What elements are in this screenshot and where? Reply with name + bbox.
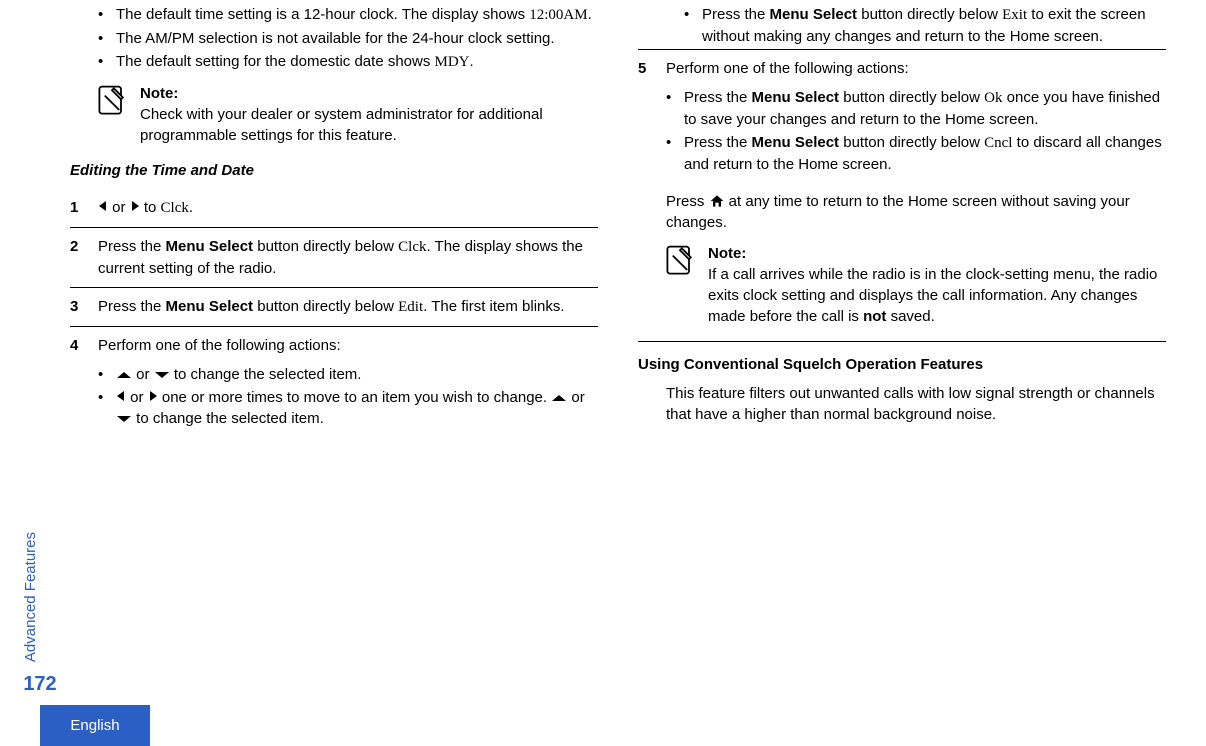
up-arrow-icon xyxy=(116,364,132,385)
down-arrow-icon xyxy=(154,364,170,385)
note-title: Note: xyxy=(708,243,1166,264)
sidebar: Advanced Features 172 xyxy=(20,0,60,746)
list-item: Press the Menu Select button directly be… xyxy=(684,4,1166,47)
note-body: If a call arrives while the radio is in … xyxy=(708,264,1166,327)
note-box: Note: Check with your dealer or system a… xyxy=(94,83,598,146)
subheading-editing: Editing the Time and Date xyxy=(70,160,598,181)
step-5: 5 Perform one of the following actions: … xyxy=(638,52,1166,183)
note-box-2: Note: If a call arrives while the radio … xyxy=(662,243,1166,327)
divider xyxy=(70,227,598,228)
right-arrow-icon xyxy=(148,387,158,408)
divider xyxy=(70,287,598,288)
left-arrow-icon xyxy=(98,197,108,218)
intro-bullet-list: The default time setting is a 12-hour cl… xyxy=(70,4,598,73)
list-item: The default setting for the domestic dat… xyxy=(116,51,598,73)
list-item: Press the Menu Select button directly be… xyxy=(666,87,1166,130)
list-item: or to change the selected item. xyxy=(98,364,598,385)
left-column: The default time setting is a 12-hour cl… xyxy=(70,4,598,746)
squelch-para: This feature filters out unwanted calls … xyxy=(638,383,1166,425)
divider xyxy=(638,49,1166,50)
right-column: Press the Menu Select button directly be… xyxy=(638,4,1166,746)
note-icon xyxy=(94,83,130,146)
note-body: Check with your dealer or system adminis… xyxy=(140,104,598,146)
divider xyxy=(638,341,1166,342)
list-item: Press the Menu Select button directly be… xyxy=(666,132,1166,175)
heading-squelch: Using Conventional Squelch Operation Fea… xyxy=(638,354,1166,375)
left-arrow-icon xyxy=(116,387,126,408)
step-4: 4 Perform one of the following actions: … xyxy=(70,329,598,437)
right-arrow-icon xyxy=(130,197,140,218)
note-title: Note: xyxy=(140,83,598,104)
page-number: 172 xyxy=(20,662,60,706)
step-2: 2 Press the Menu Select button directly … xyxy=(70,230,598,285)
home-icon xyxy=(709,193,725,210)
list-item: The AM/PM selection is not available for… xyxy=(116,28,598,49)
section-label: Advanced Features xyxy=(20,526,60,662)
step-3: 3 Press the Menu Select button directly … xyxy=(70,290,598,324)
divider xyxy=(70,326,598,327)
language-badge: English xyxy=(40,705,150,746)
step-1: 1 or to Clck. xyxy=(70,191,598,225)
list-item: or one or more times to move to an item … xyxy=(98,387,598,429)
list-item: The default time setting is a 12-hour cl… xyxy=(116,4,598,26)
note-icon xyxy=(662,243,698,327)
top-bullet-list: Press the Menu Select button directly be… xyxy=(638,4,1166,47)
up-arrow-icon xyxy=(551,387,567,408)
down-arrow-icon xyxy=(116,408,132,429)
press-home-text: Press at any time to return to the Home … xyxy=(638,191,1166,233)
